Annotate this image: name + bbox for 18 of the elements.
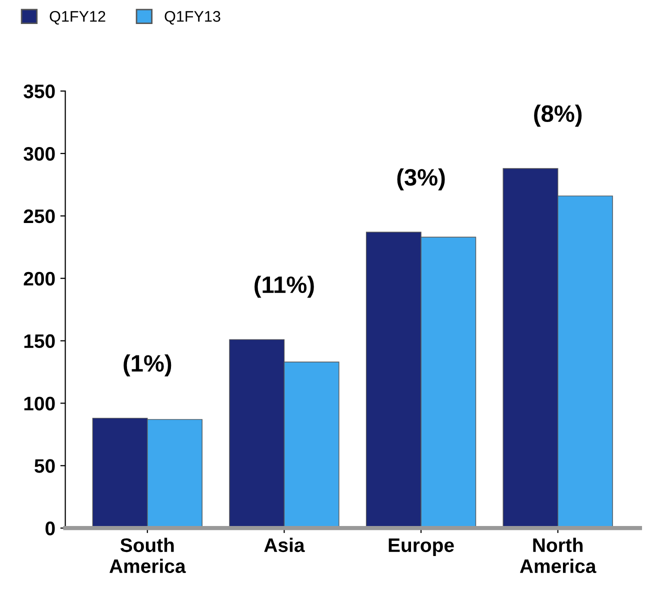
annotation: (8%) — [534, 104, 582, 127]
y-tick-label: 150 — [24, 334, 55, 348]
y-tick-label: 300 — [24, 146, 55, 161]
legend-label: Q1FY13 — [164, 11, 220, 25]
x-tick-label: Asia — [264, 538, 305, 552]
y-tick-label: 100 — [24, 396, 55, 410]
y-tick-label: 350 — [24, 84, 55, 98]
annotation: (11%) — [254, 276, 314, 298]
y-tick-label: 0 — [46, 522, 55, 536]
y-tick-label: 250 — [24, 209, 55, 224]
annotation: (3%) — [397, 168, 445, 190]
x-tick-label: North America — [520, 538, 596, 574]
y-tick-label: 50 — [34, 459, 55, 473]
annotation: (1%) — [124, 354, 172, 376]
legend-label: Q1FY12 — [50, 11, 106, 25]
y-tick-label: 200 — [24, 272, 55, 286]
x-tick-label: Europe — [388, 538, 454, 556]
x-tick-label: South America — [110, 538, 186, 574]
